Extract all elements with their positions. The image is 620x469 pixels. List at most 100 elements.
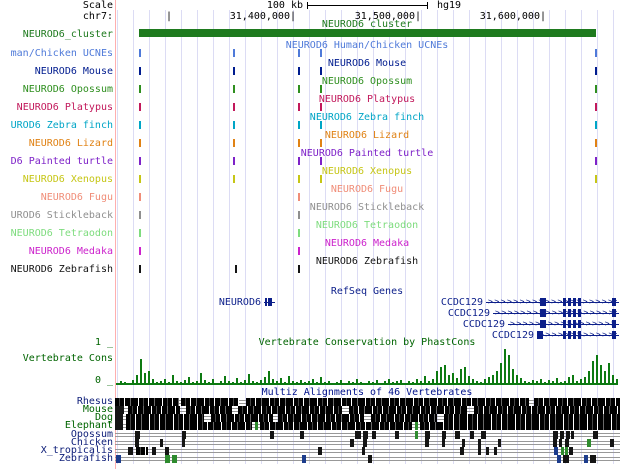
gene-exon[interactable] xyxy=(540,309,546,317)
track-left-label[interactable]: UROD6 Zebra finch xyxy=(10,120,113,131)
feature-tick[interactable] xyxy=(233,121,235,129)
feature-tick[interactable] xyxy=(139,247,141,255)
track-left-label[interactable]: D6 Painted turtle xyxy=(10,156,113,167)
feature-tick[interactable] xyxy=(320,67,322,75)
gene-exon[interactable] xyxy=(578,298,581,306)
feature-tick[interactable] xyxy=(595,103,597,111)
track-left-label[interactable]: NEUROD6 Xenopus xyxy=(22,174,113,185)
gene-exon[interactable] xyxy=(568,309,571,317)
track-left-label[interactable]: NEUROD6 Opossum xyxy=(22,84,113,95)
track-left-label[interactable]: NEUROD6 Zebrafish xyxy=(10,264,113,275)
feature-tick[interactable] xyxy=(595,121,597,129)
feature-tick[interactable] xyxy=(233,157,235,165)
multiz-row[interactable] xyxy=(0,422,620,430)
gene-exon[interactable] xyxy=(578,320,581,328)
multiz-row-label[interactable]: Chicken xyxy=(70,437,113,448)
feature-tick[interactable] xyxy=(298,157,300,165)
feature-tick[interactable] xyxy=(233,139,235,147)
feature-tick[interactable] xyxy=(320,49,322,57)
multiz-row[interactable] xyxy=(0,414,620,422)
track-left-label[interactable]: man/Chicken UCNEs xyxy=(10,48,113,59)
multiz-row-label[interactable]: Dog xyxy=(94,412,113,423)
cluster-bar[interactable] xyxy=(139,29,596,37)
gene-exon[interactable] xyxy=(268,298,272,306)
track-left-label[interactable]: NEUROD6 Mouse xyxy=(34,66,113,77)
feature-tick[interactable] xyxy=(139,85,141,93)
feature-tick[interactable] xyxy=(298,265,300,273)
feature-tick[interactable] xyxy=(595,49,597,57)
gene-label[interactable]: CCDC129 xyxy=(462,319,505,330)
gene-exon[interactable] xyxy=(537,331,543,339)
feature-tick[interactable] xyxy=(139,265,141,273)
feature-tick[interactable] xyxy=(139,211,141,219)
gene-exon[interactable] xyxy=(540,320,546,328)
feature-tick[interactable] xyxy=(139,67,141,75)
feature-tick[interactable] xyxy=(139,175,141,183)
feature-tick[interactable] xyxy=(233,175,235,183)
feature-tick[interactable] xyxy=(298,103,300,111)
track-left-label[interactable]: UROD6 Stickleback xyxy=(10,210,113,221)
gene-exon[interactable] xyxy=(563,309,566,317)
feature-tick[interactable] xyxy=(139,121,141,129)
gene-exon[interactable] xyxy=(573,298,576,306)
feature-tick[interactable] xyxy=(139,49,141,57)
gene-exon[interactable] xyxy=(568,298,571,306)
gene-exon[interactable] xyxy=(578,309,581,317)
feature-tick[interactable] xyxy=(139,103,141,111)
multiz-row-label[interactable]: Zebrafish xyxy=(58,453,113,464)
gene-exon[interactable] xyxy=(265,298,267,306)
gene-exon[interactable] xyxy=(578,331,581,339)
feature-tick[interactable] xyxy=(139,157,141,165)
multiz-row[interactable] xyxy=(0,455,620,463)
feature-tick[interactable] xyxy=(233,103,235,111)
multiz-row-label[interactable]: X_tropicalis xyxy=(40,445,113,456)
multiz-row[interactable] xyxy=(0,431,620,439)
multiz-row-label[interactable]: Opossum xyxy=(70,429,113,440)
feature-tick[interactable] xyxy=(298,193,300,201)
feature-tick[interactable] xyxy=(298,139,300,147)
gene-exon[interactable] xyxy=(568,331,571,339)
gene-exon[interactable] xyxy=(568,320,571,328)
gene-exon[interactable] xyxy=(540,298,546,306)
feature-tick[interactable] xyxy=(595,157,597,165)
feature-tick[interactable] xyxy=(298,121,300,129)
feature-tick[interactable] xyxy=(233,67,235,75)
feature-tick[interactable] xyxy=(320,139,322,147)
feature-tick[interactable] xyxy=(233,85,235,93)
feature-tick[interactable] xyxy=(320,175,322,183)
feature-tick[interactable] xyxy=(139,139,141,147)
feature-tick[interactable] xyxy=(595,139,597,147)
feature-tick[interactable] xyxy=(139,193,141,201)
feature-tick[interactable] xyxy=(320,157,322,165)
gene-exon[interactable] xyxy=(563,298,566,306)
track-left-label[interactable]: NEUROD6 Lizard xyxy=(28,138,113,149)
gene-exon[interactable] xyxy=(573,309,576,317)
feature-tick[interactable] xyxy=(233,49,235,57)
cluster-track-left-label[interactable]: NEUROD6_cluster xyxy=(22,29,113,40)
multiz-row[interactable] xyxy=(0,398,620,406)
multiz-row-label[interactable]: Mouse xyxy=(82,404,113,415)
feature-tick[interactable] xyxy=(320,103,322,111)
gene-exon[interactable] xyxy=(612,298,616,306)
feature-tick[interactable] xyxy=(235,265,237,273)
conservation-left-label[interactable]: Vertebrate Cons xyxy=(22,353,113,364)
multiz-row[interactable] xyxy=(0,447,620,455)
feature-tick[interactable] xyxy=(595,85,597,93)
gene-exon[interactable] xyxy=(612,320,616,328)
track-left-label[interactable]: NEUROD6 Platypus xyxy=(16,102,113,113)
gene-exon[interactable] xyxy=(573,331,576,339)
feature-tick[interactable] xyxy=(298,211,300,219)
feature-tick[interactable] xyxy=(298,49,300,57)
feature-tick[interactable] xyxy=(298,175,300,183)
gene-exon[interactable] xyxy=(563,320,566,328)
gene-exon[interactable] xyxy=(612,331,616,339)
track-left-label[interactable]: NEUROD6 Fugu xyxy=(40,192,113,203)
gene-intron-line[interactable] xyxy=(486,302,619,303)
feature-tick[interactable] xyxy=(298,229,300,237)
gene-label[interactable]: NEUROD6 xyxy=(218,297,261,308)
feature-tick[interactable] xyxy=(320,85,322,93)
feature-tick[interactable] xyxy=(595,67,597,75)
conservation-histogram[interactable] xyxy=(0,346,620,385)
feature-tick[interactable] xyxy=(298,247,300,255)
gene-label[interactable]: CCDC129 xyxy=(491,330,534,341)
